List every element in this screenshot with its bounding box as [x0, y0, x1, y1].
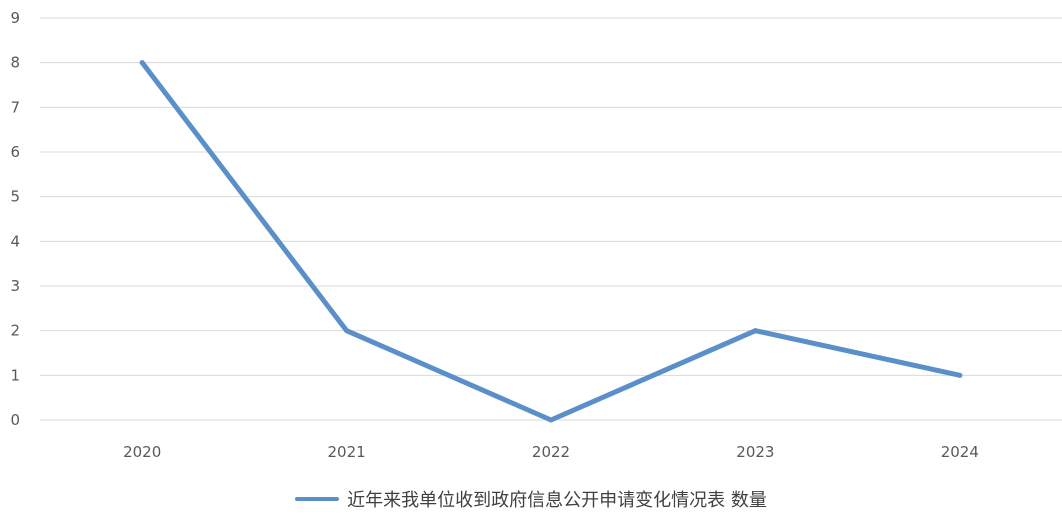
y-tick-label: 2 [10, 322, 20, 340]
y-tick-label: 4 [10, 232, 20, 250]
y-tick-label: 5 [10, 188, 20, 206]
data-point [344, 328, 350, 334]
x-tick-label: 2023 [736, 443, 774, 461]
data-point [957, 372, 963, 378]
data-point [139, 60, 145, 66]
data-series [139, 60, 963, 423]
x-tick-label: 2024 [941, 443, 979, 461]
legend-label: 近年来我单位收到政府信息公开申请变化情况表 数量 [347, 490, 767, 511]
y-axis: 0 1 2 3 4 5 6 7 8 9 [10, 9, 20, 429]
line-chart: 0 1 2 3 4 5 6 7 8 9 2020 2021 2022 2023 2024 [10, 9, 1062, 461]
y-tick-label: 8 [10, 54, 20, 72]
y-tick-label: 1 [10, 366, 20, 384]
data-point [752, 328, 758, 334]
legend: 近年来我单位收到政府信息公开申请变化情况表 数量 [0, 486, 1062, 512]
x-tick-label: 2020 [123, 443, 161, 461]
y-tick-label: 6 [10, 143, 20, 161]
y-tick-label: 0 [10, 411, 20, 429]
legend-swatch [295, 497, 340, 501]
y-tick-label: 7 [10, 98, 20, 116]
x-axis: 2020 2021 2022 2023 2024 [123, 443, 979, 461]
gridlines [40, 17, 1062, 421]
data-point [548, 417, 554, 423]
y-tick-label: 3 [10, 277, 20, 295]
x-tick-label: 2022 [532, 443, 570, 461]
x-tick-label: 2021 [328, 443, 366, 461]
y-tick-label: 9 [10, 9, 20, 27]
